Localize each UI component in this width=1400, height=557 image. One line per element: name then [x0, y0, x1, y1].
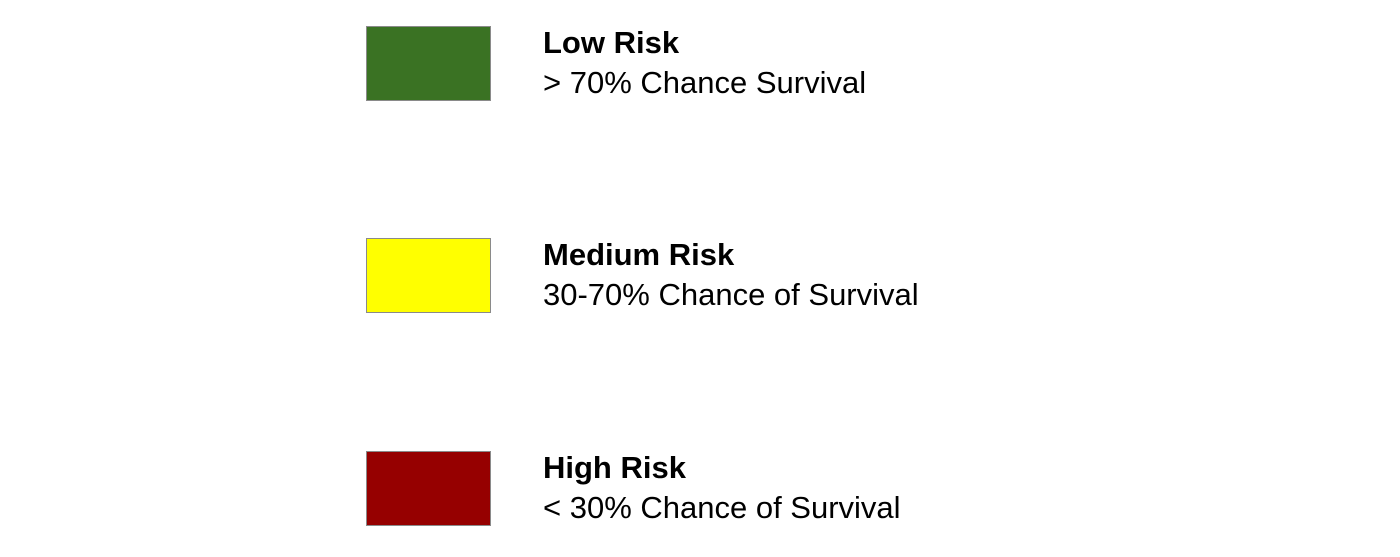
high-risk-title: High Risk: [543, 450, 686, 485]
low-risk-title: Low Risk: [543, 25, 680, 60]
legend-item-low-risk: Low Risk > 70% Chance Survival: [366, 24, 1266, 106]
high-risk-label: High Risk < 30% Chance of Survival: [543, 449, 901, 529]
legend-item-medium-risk: Medium Risk 30-70% Chance of Survival: [366, 236, 1266, 318]
medium-risk-description: 30-70% Chance of Survival: [543, 277, 919, 312]
medium-risk-label: Medium Risk 30-70% Chance of Survival: [543, 236, 919, 316]
low-risk-description: > 70% Chance Survival: [543, 65, 867, 100]
low-risk-label: Low Risk > 70% Chance Survival: [543, 24, 866, 104]
high-risk-color-swatch: [366, 451, 491, 526]
medium-risk-color-swatch: [366, 238, 491, 313]
high-risk-description: < 30% Chance of Survival: [543, 490, 901, 525]
legend-item-high-risk: High Risk < 30% Chance of Survival: [366, 449, 1266, 531]
low-risk-color-swatch: [366, 26, 491, 101]
medium-risk-title: Medium Risk: [543, 237, 735, 272]
